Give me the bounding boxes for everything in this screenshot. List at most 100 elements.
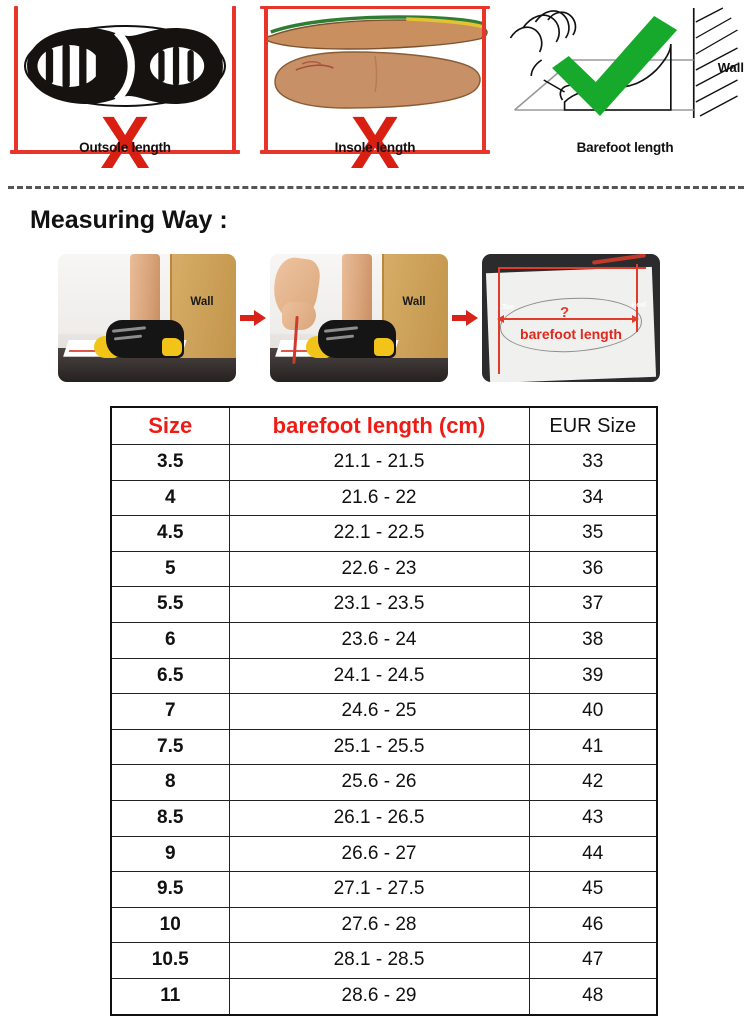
size-cell: 5.5 [110,586,230,623]
x-mark-icon: X [350,101,400,184]
measurement-comparison-row: X Outsole length [0,0,750,180]
heel-label: Heel [631,302,646,309]
table-row: 3.5 21.1 - 21.5 33 [110,444,658,481]
column-header-eur-size: EUR Size [528,406,658,445]
table-row: 9.5 27.1 - 27.5 45 [110,871,658,908]
size-cell: 4.5 [110,515,230,552]
eur-cell: 43 [528,799,658,837]
barefoot-wall-icon [500,6,750,132]
measure-arrow-line [497,315,639,323]
section-divider [8,186,744,189]
table-row: 4.5 22.1 - 22.5 35 [110,515,658,552]
comparison-caption-outsole: Outsole length [79,140,171,155]
comparison-item-outsole: X Outsole length [0,0,250,180]
eur-cell: 46 [528,906,658,944]
table-row: 9 26.6 - 27 44 [110,835,658,873]
measuring-step-3-photo: Toe Heel ? barefoot length [482,254,660,382]
table-row: 5 22.6 - 23 36 [110,550,658,588]
eur-cell: 35 [528,515,658,552]
size-cell: 10 [110,906,230,944]
step-arrow-icon-1 [236,310,270,326]
size-cell: 8.5 [110,799,230,837]
size-cell: 3.5 [110,444,230,481]
length-cell: 22.1 - 22.5 [228,515,530,552]
size-cell: 10.5 [110,942,230,979]
length-cell: 28.6 - 29 [228,977,530,1016]
size-cell: 7.5 [110,728,230,766]
table-row: 7 24.6 - 25 40 [110,693,658,730]
eur-cell: 41 [528,728,658,766]
eur-cell: 45 [528,871,658,908]
measuring-step-2-photo: Wall [270,254,448,382]
table-row: 10 27.6 - 28 46 [110,906,658,944]
eur-cell: 48 [528,977,658,1016]
table-row: 6 23.6 - 24 38 [110,621,658,659]
size-table-wrap: Size barefoot length (cm) EUR Size 3.5 21… [110,406,658,1016]
length-cell: 23.6 - 24 [228,621,530,659]
eur-cell: 39 [528,657,658,695]
eur-cell: 38 [528,621,658,659]
length-cell: 22.6 - 23 [228,550,530,588]
measure-bracket [250,0,500,170]
table-row: 6.5 24.1 - 24.5 39 [110,657,658,695]
size-cell: 9 [110,835,230,873]
eur-cell: 37 [528,586,658,623]
length-cell: 27.1 - 27.5 [228,871,530,908]
length-cell: 25.6 - 26 [228,764,530,801]
size-cell: 5 [110,550,230,588]
length-cell: 23.1 - 23.5 [228,586,530,623]
table-row: 10.5 28.1 - 28.5 47 [110,942,658,979]
column-header-barefoot-length: barefoot length (cm) [228,406,530,445]
size-cell: 7 [110,693,230,730]
comparison-item-barefoot: Wall Barefoot length [500,0,750,170]
table-row: 11 28.6 - 29 48 [110,977,658,1016]
length-cell: 26.6 - 27 [228,835,530,873]
size-cell: 11 [110,977,230,1016]
eur-cell: 40 [528,693,658,730]
shoe-outsole-icon [0,6,250,132]
size-cell: 6.5 [110,657,230,695]
eur-cell: 36 [528,550,658,588]
wall-label: Wall [402,296,426,308]
length-cell: 27.6 - 28 [228,906,530,944]
size-table: Size barefoot length (cm) EUR Size 3.5 21… [110,406,658,1016]
eur-cell: 33 [528,444,658,481]
length-cell: 21.1 - 21.5 [228,444,530,481]
wall-box: Wall [170,254,236,358]
measuring-way-title: Measuring Way : [30,206,228,234]
wall-label: Wall [190,296,214,308]
toe-label: Toe [502,304,514,311]
step-arrow-icon-2 [448,310,482,326]
table-row: 8.5 26.1 - 26.5 43 [110,799,658,837]
size-cell: 6 [110,621,230,659]
table-row: 5.5 23.1 - 23.5 37 [110,586,658,623]
table-row: 4 21.6 - 22 34 [110,479,658,517]
table-row: 7.5 25.1 - 25.5 41 [110,728,658,766]
eur-cell: 47 [528,942,658,979]
eur-cell: 34 [528,479,658,517]
barefoot-length-label: barefoot length [520,326,622,342]
length-cell: 28.1 - 28.5 [228,942,530,979]
shoe-insole-icon [250,6,500,132]
measuring-steps-row: Wall Wall [58,252,698,384]
question-mark: ? [560,304,570,321]
length-cell: 24.6 - 25 [228,693,530,730]
length-cell: 26.1 - 26.5 [228,799,530,837]
table-body: 3.5 21.1 - 21.5 33 4 21.6 - 22 34 4.5 22.1 - 22… [110,444,658,1016]
table-header-row: Size barefoot length (cm) EUR Size [110,406,658,445]
length-cell: 21.6 - 22 [228,479,530,517]
comparison-caption-barefoot: Barefoot length [576,140,674,155]
wall-label: Wall [717,60,744,75]
eur-cell: 44 [528,835,658,873]
size-cell: 8 [110,764,230,801]
length-cell: 25.1 - 25.5 [228,728,530,766]
comparison-item-insole: X Insole length [250,0,500,180]
measure-bracket [0,0,250,170]
x-mark-icon: X [100,101,150,184]
comparison-caption-insole: Insole length [334,140,416,155]
eur-cell: 42 [528,764,658,801]
size-cell: 4 [110,479,230,517]
column-header-size: Size [110,406,230,445]
measuring-step-1-photo: Wall [58,254,236,382]
